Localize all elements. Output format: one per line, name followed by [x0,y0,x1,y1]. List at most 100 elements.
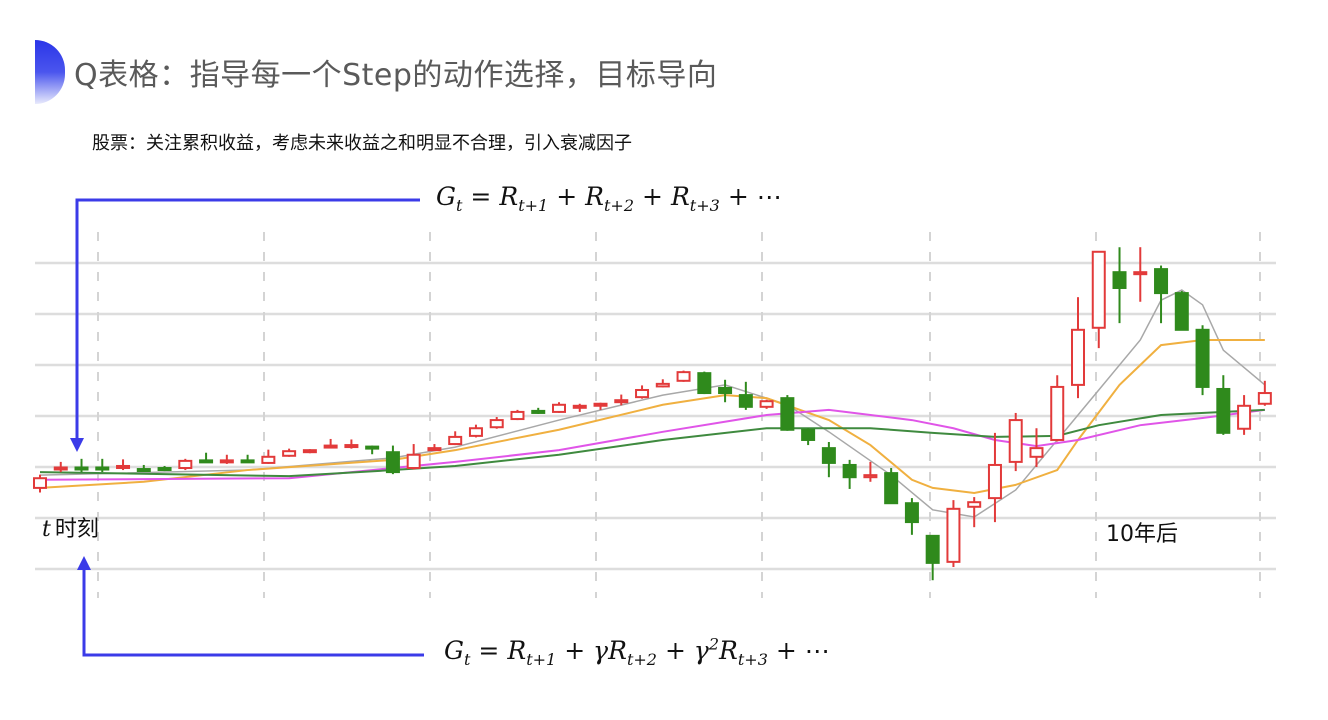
term-subscript: t [455,196,463,215]
candle-body [1008,419,1023,463]
candle-body [365,445,380,450]
candle-up [1050,375,1065,442]
return-formula-discounted: Gt = Rt+1 + γRt+2 + γ2Rt+3 + ⋯ [444,635,838,669]
candle-down [74,458,89,473]
candle-body [1154,268,1169,295]
candle-down [1112,247,1127,324]
candle-down [821,442,836,478]
candle-up [1133,247,1148,302]
slide-title: Q表格：指导每一个Step的动作选择，目标导向 [74,58,718,93]
candle-body [406,453,421,470]
candle-body [552,403,566,413]
candle-body [676,371,691,382]
candle-up [1008,412,1023,472]
term-base: R [499,182,519,211]
candle-body [1112,271,1127,289]
return-formula-undiscounted: Gt = Rt+1 + Rt+2 + Rt+3 + ⋯ [436,182,790,215]
slide-subtitle: 股票：关注累积收益，考虑未来收益之和明显不合理，引入衰减因子 [92,133,632,154]
bottom-arrow-line [82,568,424,657]
candle-up [53,461,68,473]
candle-down [801,428,816,446]
candle-body [780,397,795,431]
candle-up [344,439,359,449]
candle-body [33,477,47,489]
candle-body [468,427,483,437]
candle-body [282,450,297,457]
candle-body [489,419,504,429]
term-subscript: t+2 [626,650,657,670]
candle-body [1174,292,1189,331]
moving-average-lines [39,289,1266,518]
candle-down [780,395,795,431]
t-moment-text: 时刻 [54,517,99,542]
candle-down [199,452,214,464]
candle-body [718,386,733,395]
candle-up [489,417,504,429]
candle-body [323,444,338,449]
candle-body [1216,387,1231,434]
candle-up [676,370,691,382]
chart-grid [35,232,1276,598]
term-base: R [507,636,527,666]
formula-term: γRt+2 [593,636,657,669]
candle-body [116,464,131,469]
top-arrow-line [75,198,420,440]
candle-body [904,502,919,524]
candle-body [1237,404,1252,430]
term-superscript: 2 [708,635,720,654]
candle-up [987,432,1002,523]
candle-up [261,449,276,464]
candle-up [863,461,878,482]
term-base: R [670,182,690,211]
moving-average-line [39,289,1266,518]
candle-body [655,382,670,388]
candle-body [1091,250,1106,329]
formula-operator: + [664,636,686,666]
candle-up [323,438,338,449]
candle-body [240,459,255,464]
candlesticks [33,247,1272,581]
candle-body [1195,328,1210,388]
candle-body [344,444,359,449]
candle-up [427,444,442,452]
formula-term: Rt+2 [585,182,634,215]
candle-body [1050,385,1065,441]
candle-up [406,444,421,470]
candle-up [116,459,131,471]
candle-up [759,399,774,409]
candle-body [53,466,68,471]
t-moment-label: t 时刻 [42,511,99,543]
term-base: R [719,636,738,666]
candle-down [531,407,546,414]
moving-average-line [39,408,1265,478]
candle-body [572,404,587,409]
candle-down [240,454,255,464]
formula-term: Rt+3 [719,636,768,669]
candle-down [1195,325,1210,396]
formula-operator: + [642,182,663,211]
candle-body [1257,392,1272,405]
candle-up [33,474,47,493]
candle-up [510,409,525,421]
candle-up [1071,297,1085,399]
candle-body [199,459,214,464]
term-base: G [436,182,456,211]
candle-body [697,372,712,395]
formula-operator: = [478,636,500,666]
term-subscript: t+3 [737,650,768,670]
t-symbol: t [42,517,51,542]
candle-up [178,458,193,471]
formula-operator: + [556,182,578,211]
candle-down [884,468,899,505]
term-base: G [444,636,464,666]
moving-average-line [39,408,1265,481]
term-base: γ [693,636,709,666]
candle-body [427,447,442,452]
candle-up [572,403,587,412]
candle-body [801,428,816,441]
candle-body [1071,328,1085,386]
formula-term: Rt+1 [499,182,548,215]
candle-up [635,385,650,399]
candle-down [136,464,151,473]
